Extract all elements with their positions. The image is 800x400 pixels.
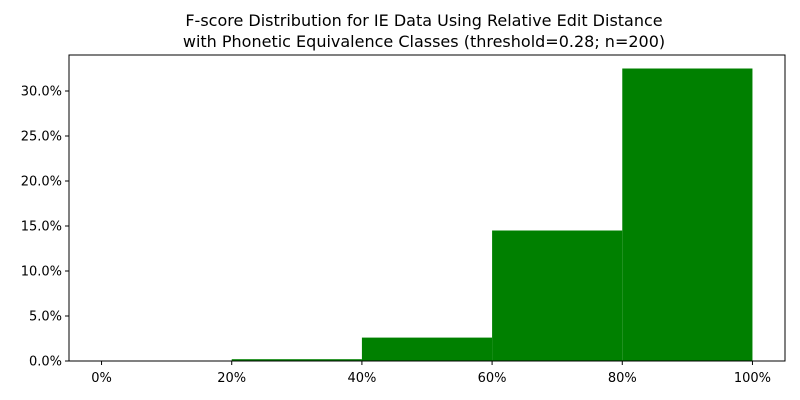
chart-title: F-score Distribution for IE Data Using R… (185, 11, 662, 30)
x-tick-label: 40% (347, 371, 376, 386)
histogram-bar (492, 230, 623, 361)
y-tick-label: 0.0% (29, 355, 62, 370)
x-tick-label: 0% (91, 371, 112, 386)
bars-group (231, 68, 753, 361)
plot-frame (68, 54, 786, 362)
x-tick-label: 20% (217, 371, 246, 386)
x-tick-label: 100% (734, 371, 771, 386)
y-tick-label: 25.0% (21, 130, 62, 145)
y-tick-label: 20.0% (21, 175, 62, 190)
x-tick-label: 60% (478, 371, 507, 386)
x-axis: 0% 20% 40% 60% 80% 100% (91, 361, 771, 386)
histogram-bar (361, 337, 493, 361)
y-tick-label: 10.0% (21, 265, 62, 280)
y-tick-label: 15.0% (21, 220, 62, 235)
chart-subtitle: with Phonetic Equivalence Classes (thres… (183, 32, 665, 51)
y-axis: 0.0% 5.0% 10.0% 15.0% 20.0% 25.0% 30.0% (21, 85, 69, 370)
x-tick-label: 80% (608, 371, 637, 386)
y-tick-label: 30.0% (21, 85, 62, 100)
y-tick-label: 5.0% (29, 310, 62, 325)
histogram-bar (622, 68, 753, 361)
histogram-bar (231, 359, 362, 361)
